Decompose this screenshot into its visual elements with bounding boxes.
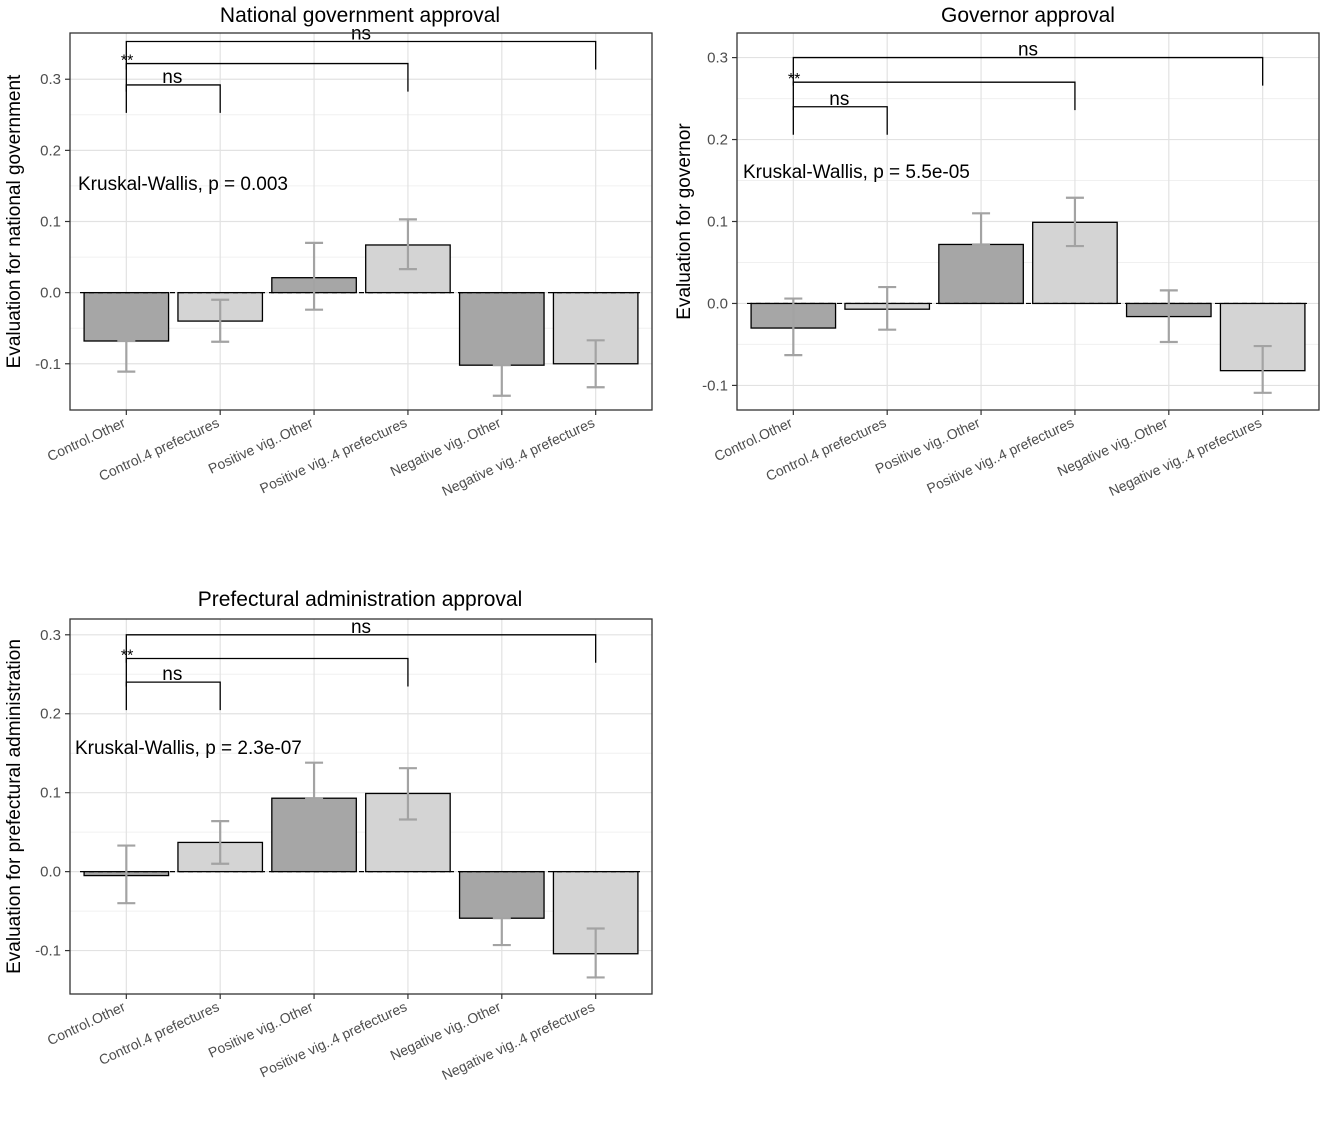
comparison-bracket-1 [125, 40, 597, 70]
comparison-bracket-2 [125, 657, 409, 687]
chart-title: Governor approval [941, 4, 1115, 27]
y-tick-label: 0.1 [40, 214, 61, 231]
panel-border [69, 618, 653, 995]
bar-3 [271, 797, 357, 873]
comparison-bracket-3 [125, 84, 221, 113]
y-tick-label: 0.3 [40, 71, 61, 88]
comparison-bracket-3 [792, 106, 888, 135]
error-bar-5 [492, 917, 511, 947]
error-bar-5 [1159, 289, 1178, 344]
comparison-label-1: ns [351, 617, 371, 638]
bracket-line [792, 56, 1264, 86]
error-bar-6 [586, 339, 605, 389]
comparison-label-3: ns [829, 89, 849, 110]
kruskal-wallis-annotation: Kruskal-Wallis, p = 0.003 [78, 174, 288, 195]
bracket-line [125, 62, 409, 92]
x-tick-label: Control.Other [45, 414, 128, 464]
error-bar-3 [305, 761, 324, 800]
y-tick-label: 0.3 [40, 627, 61, 644]
y-tick-label: 0.2 [40, 142, 61, 159]
y-tick-label: 0.2 [707, 132, 728, 149]
bar-1 [83, 291, 170, 342]
chart-title: National government approval [220, 4, 500, 27]
comparison-label-2: ** [121, 647, 133, 664]
chart-panel-1: ns**ns-0.10.00.10.20.3Control.OtherContr… [4, 4, 653, 499]
bracket-line [792, 106, 888, 135]
y-tick-label: -0.1 [35, 356, 61, 373]
x-tick-label: Negative vig..4 prefectures [1106, 414, 1264, 499]
error-bar-4 [398, 767, 417, 821]
y-tick-label: 0.1 [707, 214, 728, 231]
error-bar-4 [1065, 196, 1084, 248]
bracket-line [125, 40, 597, 70]
y-tick-label: 0.0 [40, 864, 61, 881]
chart-panel-2: ns**ns-0.10.00.10.20.3Control.OtherContr… [674, 4, 1320, 499]
comparison-bracket-2 [125, 62, 409, 92]
bar-3 [938, 243, 1024, 305]
y-axis-label: Evaluation for prefectural administratio… [4, 639, 25, 974]
y-tick-label: 0.0 [707, 295, 728, 312]
comparison-bracket-2 [792, 81, 1076, 111]
x-tick-label: Control.Other [712, 414, 795, 464]
bar-5 [458, 291, 545, 366]
y-tick-label: 0.0 [40, 285, 61, 302]
y-tick-label: 0.1 [40, 785, 61, 802]
kruskal-wallis-annotation: Kruskal-Wallis, p = 5.5e-05 [743, 162, 970, 183]
comparison-label-2: ** [788, 71, 800, 88]
error-bar-2 [211, 298, 230, 343]
bar-5 [458, 870, 545, 919]
comparison-bracket-1 [792, 56, 1264, 86]
x-tick-label: Negative vig..4 prefectures [439, 414, 597, 499]
comparison-label-1: ns [1018, 40, 1038, 61]
comparison-label-3: ns [162, 664, 182, 685]
bracket-line [125, 84, 221, 113]
y-tick-label: 0.2 [40, 706, 61, 723]
error-bar-5 [492, 364, 511, 397]
chart-title: Prefectural administration approval [198, 588, 523, 611]
error-bar-3 [972, 212, 991, 246]
bracket-line [125, 681, 221, 711]
error-bar-4 [398, 218, 417, 271]
error-bar-2 [211, 820, 230, 865]
bracket-line [125, 634, 597, 663]
comparison-bracket-3 [125, 681, 221, 711]
error-bar-6 [1253, 344, 1272, 394]
y-tick-label: -0.1 [702, 377, 728, 394]
bracket-line [125, 657, 409, 687]
x-tick-label: Control.Other [45, 998, 128, 1048]
y-axis-label: Evaluation for governor [674, 123, 695, 320]
x-tick-label: Negative vig..4 prefectures [439, 998, 597, 1083]
error-bar-1 [117, 339, 136, 373]
bracket-line [792, 81, 1076, 111]
error-bar-2 [878, 285, 897, 331]
comparison-label-3: ns [162, 67, 182, 88]
y-axis-label: Evaluation for national government [4, 74, 25, 368]
error-bar-1 [784, 297, 803, 357]
comparison-label-1: ns [351, 24, 371, 45]
error-bar-1 [117, 844, 136, 905]
chart-panel-3: ns**ns-0.10.00.10.20.3Control.OtherContr… [4, 588, 653, 1083]
y-tick-label: 0.3 [707, 50, 728, 67]
comparison-label-2: ** [121, 53, 133, 70]
kruskal-wallis-annotation: Kruskal-Wallis, p = 2.3e-07 [75, 738, 302, 759]
error-bar-6 [586, 927, 605, 979]
y-tick-label: -0.1 [35, 943, 61, 960]
error-bar-3 [305, 241, 324, 311]
comparison-bracket-1 [125, 634, 597, 663]
